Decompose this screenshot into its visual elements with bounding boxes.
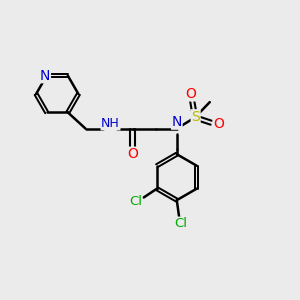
Text: Cl: Cl — [129, 194, 142, 208]
Text: NH: NH — [101, 117, 120, 130]
Text: O: O — [185, 87, 196, 101]
Text: O: O — [213, 117, 224, 131]
Text: N: N — [40, 69, 50, 83]
Text: O: O — [127, 147, 138, 161]
Text: S: S — [191, 110, 200, 124]
Text: N: N — [172, 115, 182, 129]
Text: Cl: Cl — [174, 217, 187, 230]
